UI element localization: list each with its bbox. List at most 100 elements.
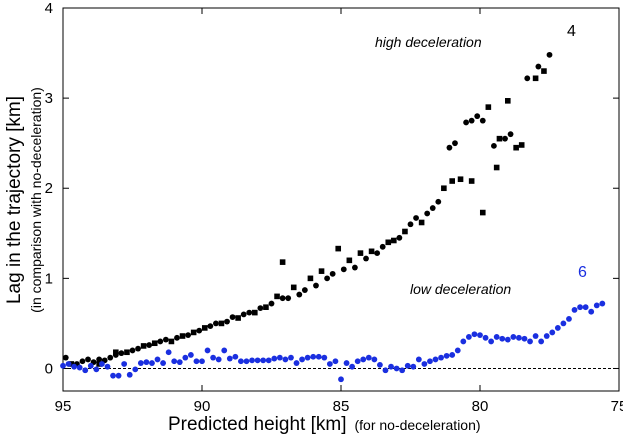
data-point-circle-series-6 — [504, 336, 511, 343]
data-point-circle-series-6 — [71, 363, 78, 370]
data-point-circle-series-4 — [135, 345, 141, 352]
data-point-circle-series-4 — [96, 356, 103, 363]
data-point-circle-series-6 — [288, 354, 294, 361]
data-point-square-series-4 — [140, 343, 147, 349]
data-point-square-series-4 — [307, 275, 314, 282]
data-point-square-series-4 — [513, 144, 519, 151]
data-point-circle-series-4 — [107, 354, 114, 361]
data-point-circle-series-6 — [449, 352, 456, 358]
data-point-circle-series-6 — [471, 331, 478, 338]
data-point-circle-series-6 — [566, 316, 572, 322]
data-point-circle-series-4 — [491, 142, 497, 149]
data-point-circle-series-4 — [229, 314, 236, 321]
data-point-circle-series-4 — [85, 356, 91, 363]
data-point-square-series-4 — [252, 309, 258, 316]
y-tick-label: 1 — [45, 270, 53, 287]
x-tick-label: 95 — [55, 398, 72, 415]
data-point-circle-series-6 — [371, 356, 378, 363]
data-point-circle-series-6 — [432, 356, 439, 363]
data-point-circle-series-4 — [157, 338, 164, 345]
data-point-circle-series-6 — [121, 361, 128, 367]
data-point-circle-series-4 — [301, 287, 308, 293]
annotation-high-deceleration: high deceleration — [375, 34, 482, 50]
data-point-circle-series-6 — [510, 334, 517, 340]
data-point-circle-series-6 — [260, 357, 267, 364]
data-point-circle-series-4 — [224, 318, 230, 325]
data-point-square-series-4 — [441, 185, 447, 192]
data-point-circle-series-6 — [332, 358, 339, 365]
data-point-circle-series-6 — [438, 354, 444, 361]
data-point-circle-series-6 — [382, 367, 389, 374]
y-tick-label: 2 — [45, 180, 53, 197]
data-point-circle-series-6 — [354, 358, 361, 365]
x-tick-label: 80 — [472, 398, 489, 415]
data-point-circle-series-6 — [271, 355, 278, 362]
data-point-circle-series-6 — [243, 358, 250, 365]
data-point-circle-series-6 — [388, 363, 394, 370]
data-point-circle-series-4 — [546, 51, 553, 58]
data-point-circle-series-4 — [379, 243, 386, 250]
data-point-circle-series-4 — [463, 119, 469, 126]
data-point-square-series-4 — [263, 304, 269, 310]
data-point-circle-series-6 — [593, 302, 600, 309]
data-point-circle-series-6 — [276, 354, 283, 361]
data-point-circle-series-6 — [210, 354, 217, 361]
data-point-circle-series-6 — [215, 356, 222, 363]
data-point-circle-series-6 — [254, 357, 261, 364]
data-point-circle-series-4 — [374, 250, 381, 257]
data-point-square-series-4 — [190, 329, 197, 336]
data-point-circle-series-4 — [285, 295, 292, 302]
data-point-circle-series-4 — [296, 291, 303, 298]
data-point-circle-series-6 — [427, 358, 433, 365]
data-point-circle-series-6 — [588, 308, 595, 315]
data-point-circle-series-6 — [543, 333, 550, 339]
plot-frame — [62, 7, 620, 392]
annotation-low-deceleration: low deceleration — [410, 281, 511, 297]
data-point-circle-series-6 — [93, 366, 100, 373]
data-point-circle-series-6 — [126, 371, 133, 378]
data-point-square-series-4 — [449, 178, 455, 184]
data-point-circle-series-6 — [293, 360, 300, 366]
data-point-circle-series-6 — [65, 361, 72, 367]
data-point-square-series-4 — [368, 248, 375, 255]
data-point-circle-series-6 — [304, 354, 311, 361]
data-point-circle-series-6 — [143, 359, 150, 366]
y-tick-label: 0 — [45, 360, 53, 377]
data-point-circle-series-6 — [232, 353, 239, 360]
data-point-circle-series-6 — [132, 366, 139, 373]
data-point-circle-series-6 — [599, 300, 606, 307]
series-label-4: 4 — [567, 23, 576, 40]
data-point-circle-series-6 — [82, 367, 89, 374]
data-point-circle-series-4 — [424, 210, 431, 217]
data-point-circle-series-6 — [527, 338, 533, 345]
data-point-circle-series-6 — [554, 325, 561, 331]
data-point-circle-series-6 — [349, 363, 356, 370]
data-point-circle-series-6 — [326, 361, 333, 367]
data-point-circle-series-6 — [265, 357, 272, 364]
data-point-circle-series-6 — [377, 361, 383, 368]
data-point-circle-series-6 — [365, 354, 372, 361]
data-point-circle-series-4 — [474, 113, 481, 120]
data-point-circle-series-6 — [204, 347, 211, 354]
data-point-circle-series-6 — [560, 320, 567, 327]
data-point-circle-series-4 — [352, 264, 358, 271]
data-point-circle-series-6 — [187, 352, 194, 358]
data-point-circle-series-4 — [185, 332, 192, 339]
data-point-square-series-4 — [541, 68, 547, 74]
x-axis-label: Predicted height [km] — [168, 414, 346, 435]
data-point-circle-series-4 — [396, 234, 403, 241]
data-point-circle-series-6 — [137, 360, 144, 366]
data-point-square-series-4 — [201, 325, 208, 331]
data-point-square-series-4 — [479, 209, 486, 216]
data-point-circle-series-4 — [174, 334, 180, 341]
data-point-circle-series-6 — [171, 358, 178, 365]
data-point-circle-series-4 — [129, 347, 136, 354]
data-point-circle-series-6 — [415, 356, 422, 363]
data-point-circle-series-4 — [340, 266, 347, 273]
data-point-square-series-4 — [335, 245, 342, 252]
data-point-circle-series-4 — [213, 320, 219, 327]
data-point-square-series-4 — [532, 75, 539, 82]
series-label-6: 6 — [578, 264, 587, 281]
data-point-circle-series-6 — [582, 304, 589, 311]
data-point-circle-series-4 — [329, 270, 336, 277]
